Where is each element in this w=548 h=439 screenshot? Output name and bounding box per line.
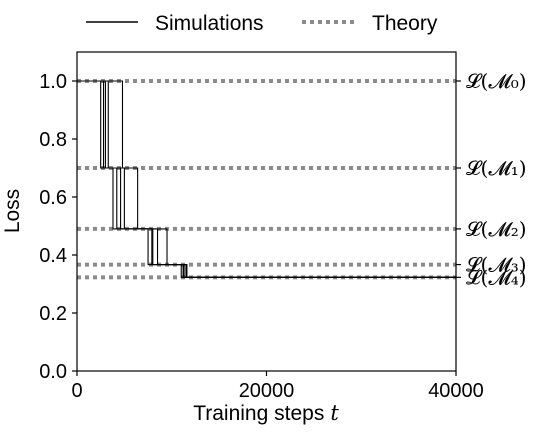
legend-simulations-label: Simulations [155, 12, 264, 35]
simulation-curve-0 [77, 80, 456, 278]
legend-theory-label: Theory [372, 12, 438, 35]
theory-level-labels: 𝓛(𝓜₀) 𝓛(𝓜₁) 𝓛(𝓜₂) 𝓛(𝓜₃)𝓛(𝓜₄) [456, 69, 527, 289]
theory-level-label-0: 𝓛(𝓜₀) [466, 69, 527, 93]
y-tick-label-4: 0.8 [39, 129, 67, 151]
simulation-curve-1 [77, 80, 456, 278]
theory-level-label-1: 𝓛(𝓜₁) [466, 156, 527, 180]
y-tick-label-1: 0.2 [39, 303, 67, 325]
theory-level-label-2: 𝓛(𝓜₂) [466, 217, 527, 241]
theory-lines [77, 79, 456, 280]
y-tick-label-3: 0.6 [39, 187, 67, 209]
x-axis-title-text: Training steps [193, 402, 324, 425]
simulation-curve-4 [77, 80, 456, 278]
legend: Simulations Theory [86, 12, 438, 35]
x-axis-title: Training steps t [193, 401, 339, 425]
y-axis: 0.0 0.2 0.4 0.6 0.8 1.0 [39, 71, 77, 383]
simulation-lines [77, 80, 456, 278]
x-axis: 0 20000 40000 [71, 371, 484, 402]
x-tick-label-0: 0 [71, 380, 82, 402]
y-axis-title: Loss [1, 189, 24, 233]
theory-level-label-3: 𝓛(𝓜₃) [466, 253, 527, 277]
y-tick-label-0: 0.0 [39, 361, 67, 383]
theory-level-label-4: 𝓛(𝓜₄) [466, 265, 527, 289]
x-tick-label-2: 40000 [428, 380, 484, 402]
plot-frame [76, 51, 457, 372]
y-tick-label-5: 1.0 [39, 71, 67, 93]
y-tick-label-2: 0.4 [39, 245, 67, 267]
x-axis-title-variable: t [330, 401, 339, 425]
simulation-curve-3 [77, 80, 456, 278]
simulation-curve-2 [77, 80, 456, 278]
x-tick-label-1: 20000 [239, 380, 295, 402]
